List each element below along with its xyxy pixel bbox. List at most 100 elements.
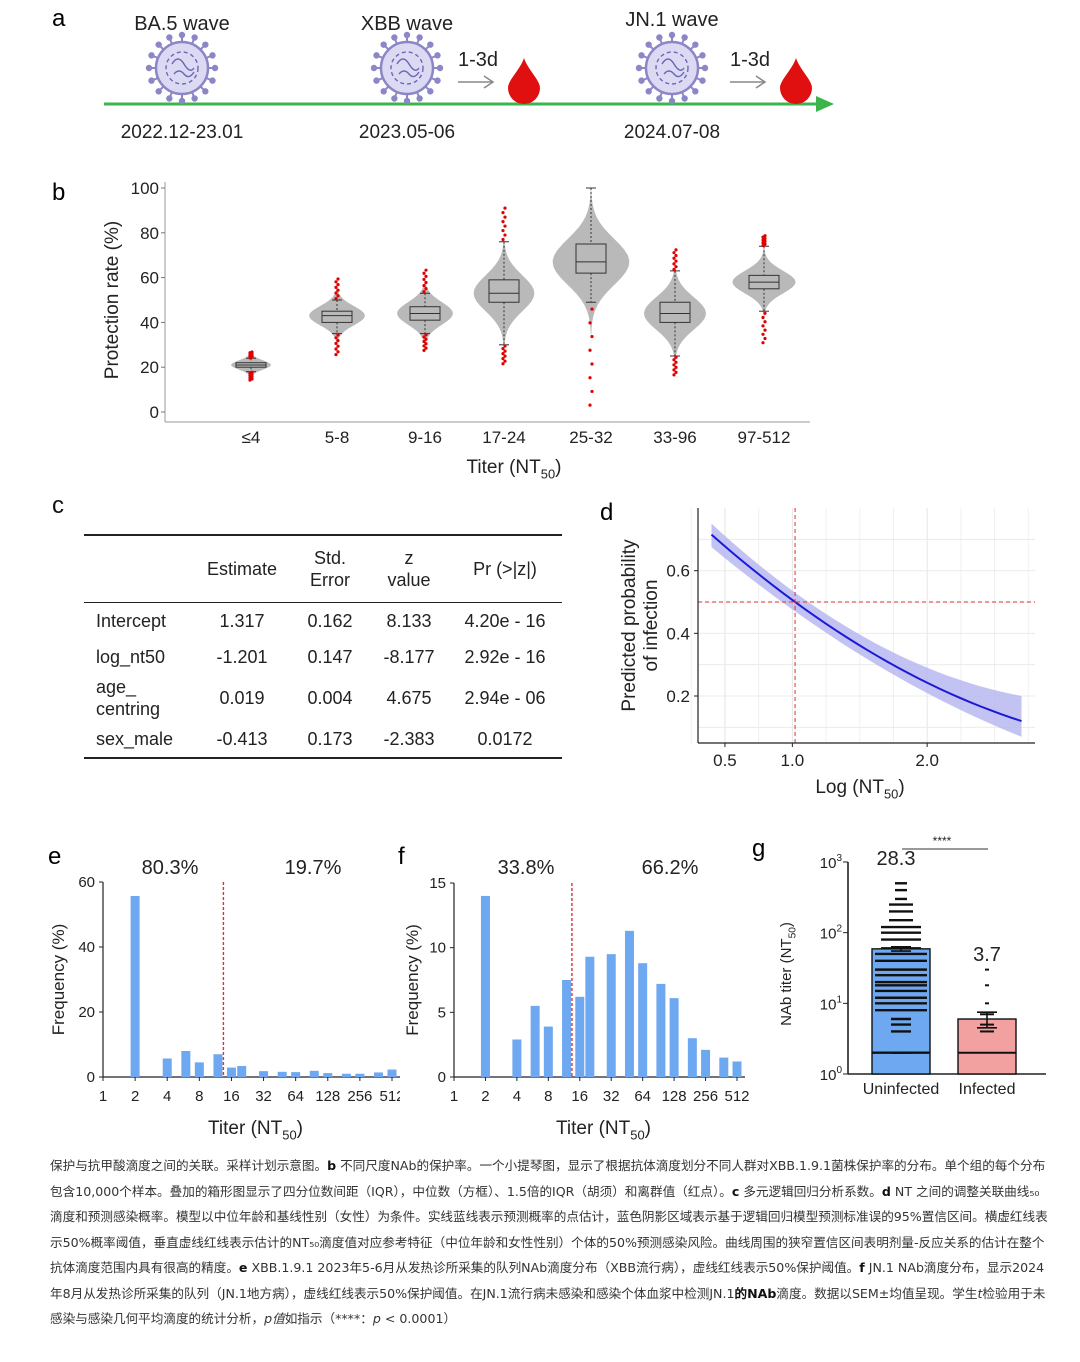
virus-spike-tip: [148, 77, 155, 84]
percentage-annotation: 33.8%: [498, 857, 555, 879]
y-axis-label: of infection: [641, 580, 662, 672]
histogram-bar: [309, 1070, 319, 1077]
y-tick-label: 20: [140, 358, 159, 377]
x-tick-label: 256: [347, 1088, 372, 1105]
caption-text: JN.1 NAb滴度分布，显示2024年8月从发热诊所采集的队列（JN.1地方病…: [50, 1260, 1045, 1301]
outlier-point: [588, 348, 592, 352]
outlier-point: [501, 357, 505, 361]
table-cell: 0.162: [307, 610, 353, 631]
wave-name-label: XBB wave: [361, 13, 453, 35]
virus-icon: [635, 31, 709, 105]
panel-label-e: e: [48, 843, 61, 870]
table-header-cell: Estimate: [206, 559, 278, 579]
outlier-point: [672, 368, 676, 372]
outlier-point: [422, 290, 426, 294]
outlier-point: [761, 332, 765, 336]
histogram-bar: [562, 980, 572, 1077]
outlier-point: [424, 287, 428, 291]
histogram-bar: [237, 1065, 247, 1077]
y-tick-label: 0: [87, 1069, 95, 1086]
outlier-point: [336, 288, 340, 292]
histogram-bar: [575, 996, 585, 1077]
outlier-point: [334, 347, 338, 351]
panel-label-d: d: [600, 499, 613, 526]
caption-bold-text: 的NAb: [734, 1285, 777, 1301]
panel-c-label: c: [52, 492, 64, 519]
y-tick-label: 0.6: [666, 562, 690, 581]
x-tick-label: 1: [450, 1088, 458, 1105]
outlier-point: [336, 277, 340, 281]
virus-spike-tip: [380, 88, 387, 95]
virus-spike-tip: [427, 88, 434, 95]
outlier-point: [422, 277, 426, 282]
x-tick-label: 32: [603, 1088, 620, 1105]
x-tick-label: 4: [513, 1088, 521, 1105]
caption-text: 保护与抗甲酸滴度之间的关联。采样计划示意图。: [50, 1158, 328, 1173]
outlier-point: [336, 344, 340, 348]
histogram-bar: [259, 1071, 269, 1077]
histogram-bar: [355, 1073, 365, 1077]
virus-spike-tip: [178, 31, 186, 39]
sampling-interval-label: 1-3d: [730, 49, 770, 71]
table-cell: 0.147: [307, 646, 353, 667]
y-tick-label: 80: [140, 224, 159, 243]
outlier-point: [674, 265, 678, 269]
histogram-bar: [130, 895, 140, 1077]
outlier-point: [422, 335, 426, 339]
table-header-cell: z value: [387, 548, 431, 590]
sampling-interval-label: 1-3d: [458, 49, 498, 71]
y-tick-label: 60: [140, 269, 159, 288]
virus-spike-tip: [692, 41, 699, 48]
outlier-point: [334, 297, 338, 301]
table-header-cell: Pr (>|z|): [473, 559, 537, 579]
outlier-point: [424, 342, 428, 346]
x-tick-label: 512: [724, 1088, 749, 1105]
outlier-point: [501, 228, 505, 233]
virus-spike-tip: [427, 41, 434, 48]
caption-text: 滴度。数据以SEM±均值呈现。学生: [776, 1285, 978, 1301]
caption-label-d: d: [881, 1183, 891, 1199]
outlier-point: [501, 211, 505, 215]
wave-date-label: 2022.12-23.01: [121, 122, 244, 143]
virus-spike-tip: [416, 95, 423, 102]
x-tick-label: 9-16: [408, 428, 442, 447]
x-tick-label: 25-32: [569, 428, 612, 447]
y-axis-label: Frequency (%): [403, 924, 422, 1035]
wave-date-label: 2023.05-06: [359, 122, 455, 143]
x-tick-label: 1.0: [781, 751, 805, 770]
virus-body: [154, 40, 210, 96]
blood-drop-icon: [780, 58, 812, 104]
x-axis-label: Titer (NT50): [556, 1118, 651, 1143]
mean-value-label: 3.7: [973, 944, 1001, 966]
virus-spike-tip: [178, 97, 186, 105]
outlier-point: [336, 350, 340, 354]
x-tick-label: ≤4: [242, 428, 261, 447]
percentage-annotation: 80.3%: [142, 857, 199, 879]
virus-rna: [171, 58, 195, 78]
outlier-point: [424, 337, 428, 341]
significance-label: ****: [933, 834, 952, 848]
box-iqr: [321, 310, 353, 323]
arrow-right-icon: [730, 75, 767, 89]
caption-italic-text: p: [372, 1311, 381, 1326]
y-tick-label: 101: [820, 994, 843, 1013]
outlier-point: [590, 334, 594, 339]
x-axis-label: Log (NT50): [815, 777, 904, 802]
outlier-point: [672, 251, 676, 255]
caption-label-e: e: [238, 1260, 248, 1275]
blood-drop-icon: [508, 58, 540, 104]
histogram-bar: [669, 998, 679, 1077]
table-cell: 1.317: [219, 610, 265, 631]
virus-spike-tip: [699, 52, 706, 59]
virus-spike-tip: [699, 77, 706, 84]
y-tick-label: 100: [131, 179, 159, 198]
panel-g-bar-chart: g 100 101 102 103 NAb titer (NT50) Uninfected…: [752, 834, 1046, 1098]
x-tick-label: 17-24: [482, 428, 525, 447]
box-iqr: [575, 243, 607, 274]
outlier-point: [672, 363, 676, 367]
outlier-point: [503, 359, 507, 363]
histogram-bar: [387, 1069, 397, 1077]
confidence-band: [711, 523, 1022, 737]
virus-spike-tip: [656, 95, 663, 102]
violin-shape: [644, 248, 706, 377]
